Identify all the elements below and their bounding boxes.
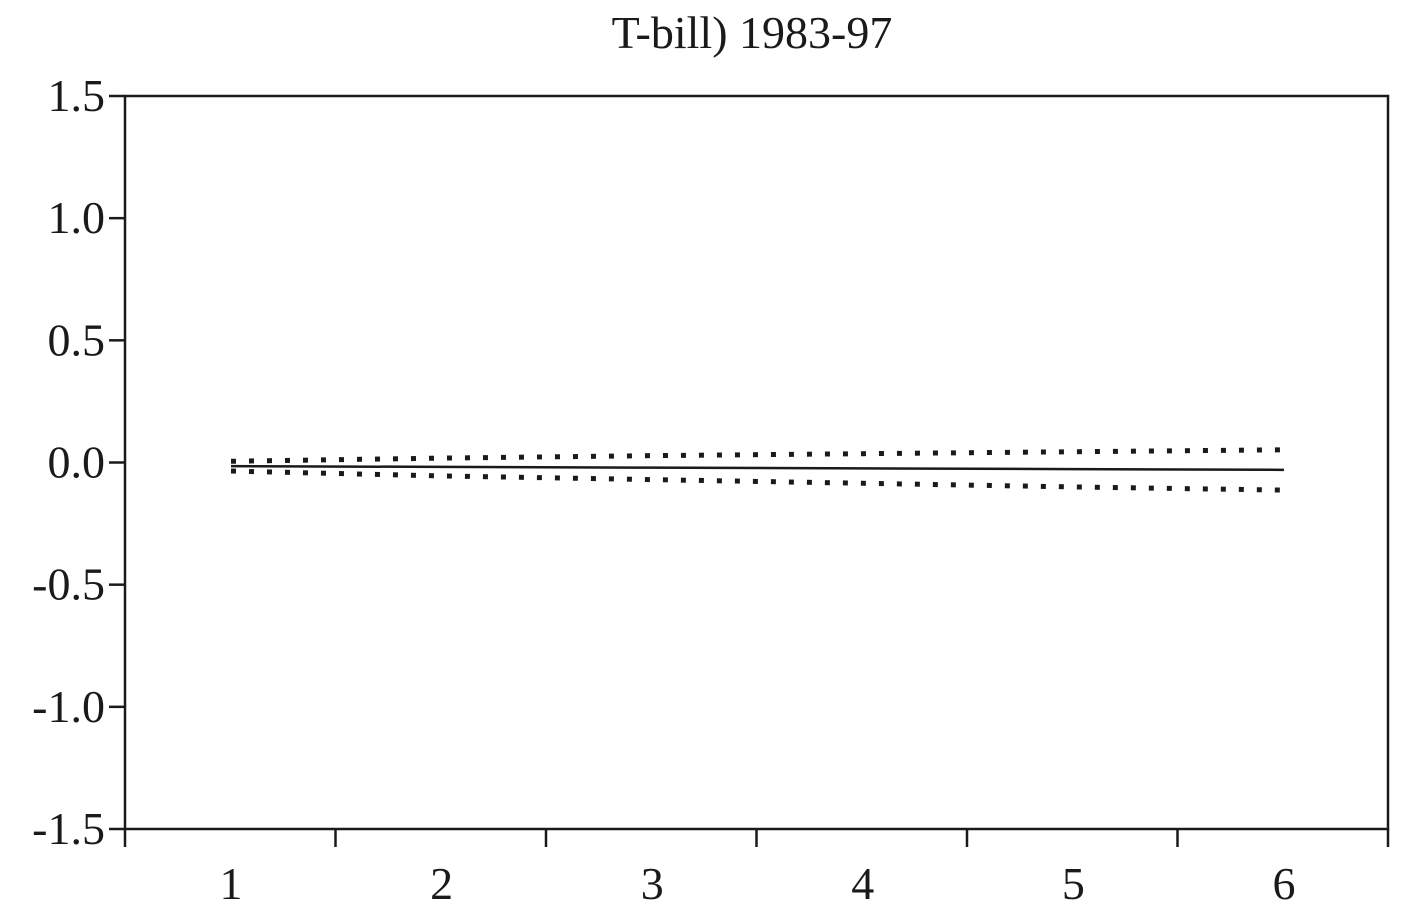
x-tick-label: 5 [1062, 858, 1085, 909]
response-line [230, 464, 1285, 472]
confidence-band-line [230, 468, 1285, 493]
x-tick-label: 6 [1273, 858, 1296, 909]
y-tick-label: -1.5 [32, 803, 105, 854]
y-tick-label: 1.5 [48, 70, 106, 121]
series-layer [230, 447, 1285, 493]
y-axis: 1.5 1.0 0.5 0.0 -0.5 -1.0 -1.5 [32, 70, 125, 854]
chart-title: T-bill) 1983-97 [612, 7, 893, 58]
x-tick-label: 1 [220, 858, 243, 909]
x-axis: 1 2 3 4 5 6 [123, 829, 1390, 909]
y-tick-label: -1.0 [32, 681, 105, 732]
y-tick-label: 0.5 [48, 314, 106, 365]
plot-frame [123, 94, 1390, 831]
y-tick-label: 1.0 [48, 192, 106, 243]
y-tick-label: -0.5 [32, 559, 105, 610]
x-tick-label: 2 [430, 858, 453, 909]
x-tick-label: 3 [641, 858, 664, 909]
x-tick-label: 4 [851, 858, 874, 909]
confidence-band-line [230, 447, 1285, 464]
y-tick-label: 0.0 [48, 437, 106, 488]
